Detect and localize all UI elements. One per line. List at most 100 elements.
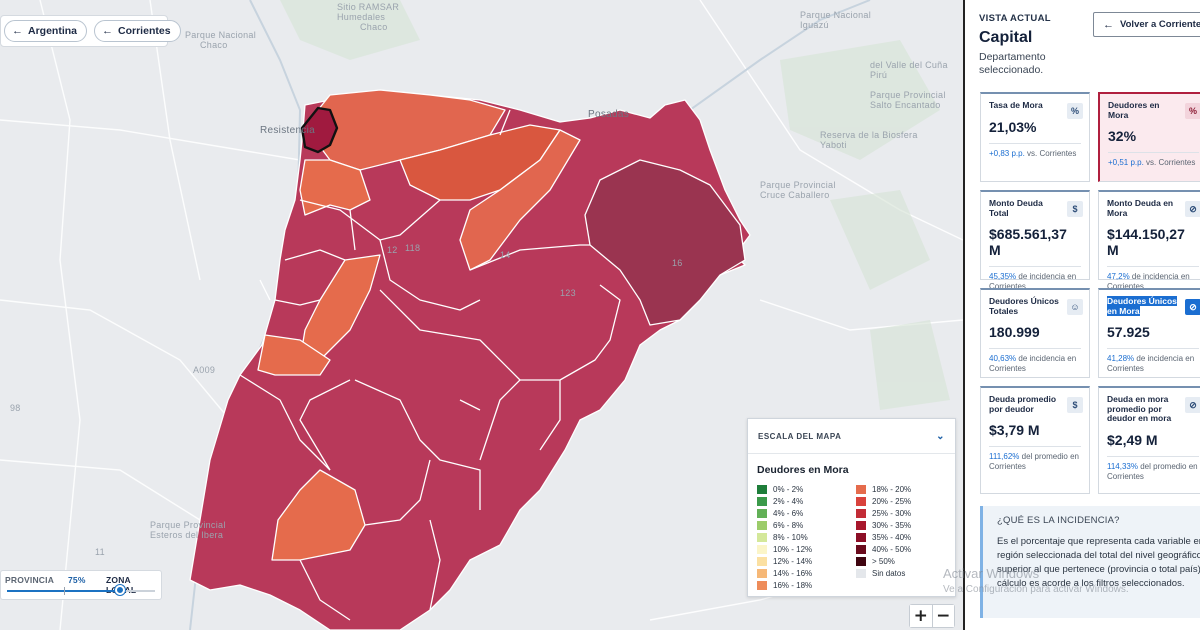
legend-item: 18% - 20% bbox=[856, 483, 955, 495]
metric-value: $3,79 M bbox=[989, 422, 1040, 438]
side-panel: VISTA ACTUAL Capital Departamento selecc… bbox=[963, 0, 1200, 630]
map-label: Salto Encantado bbox=[870, 100, 941, 110]
map-label: Parque Nacional bbox=[185, 30, 257, 40]
map-label: Parque Provincial bbox=[870, 90, 946, 100]
legend-label: Sin datos bbox=[872, 568, 906, 578]
incidence-info-box: ¿QUÉ ES LA INCIDENCIA? Es el porcentaje … bbox=[980, 506, 1200, 618]
legend-label: 0% - 2% bbox=[773, 484, 804, 494]
legend-label: 20% - 25% bbox=[872, 496, 912, 506]
metric-card[interactable]: Deudores Únicos en Mora ⊘ 57.925 41,28% de … bbox=[1098, 288, 1200, 378]
watermark-title: Activar Windows bbox=[943, 566, 1040, 581]
legend-item: 8% - 10% bbox=[757, 531, 856, 543]
map-label: Posadas bbox=[588, 109, 630, 120]
region-northeast-dark bbox=[584, 159, 746, 326]
metric-note: 114,33% del promedio en Corrientes bbox=[1107, 461, 1198, 481]
map-label: A009 bbox=[193, 365, 216, 375]
map-label: 98 bbox=[10, 403, 21, 413]
back-to-province-button[interactable]: ← Volver a Corrientes bbox=[1093, 12, 1200, 37]
slider-tick bbox=[64, 587, 65, 595]
legend-item: > 50% bbox=[856, 555, 955, 567]
zoom-out-button[interactable]: − bbox=[931, 605, 954, 627]
map-label: Iguazú bbox=[800, 20, 829, 30]
map-label: Chaco bbox=[360, 22, 388, 32]
metric-card[interactable]: Deudores en Mora% 32% +0,51 p.p. vs. Corri… bbox=[1098, 92, 1200, 182]
metric-title: Deuda promedio por deudor bbox=[989, 394, 1057, 414]
legend-item: 12% - 14% bbox=[757, 555, 856, 567]
map-label: Esteros del Ibera bbox=[150, 530, 224, 540]
map-area[interactable]: Sitio RAMSAR Humedales Chaco Parque Naci… bbox=[0, 0, 963, 630]
metric-title: Deudores Únicos Totales bbox=[989, 296, 1059, 316]
legend-swatch bbox=[757, 568, 767, 578]
legend-swatch bbox=[856, 544, 866, 554]
legend-label: 4% - 6% bbox=[773, 508, 804, 518]
metric-card[interactable]: Deuda promedio por deudor $ $3,79 M 111,62%… bbox=[980, 386, 1090, 494]
metric-card[interactable]: Tasa de Mora% 21,03% +0,83 p.p. vs. Corrie… bbox=[980, 92, 1090, 182]
map-label: Parque Nacional bbox=[800, 10, 872, 20]
metric-value: $2,49 M bbox=[1107, 431, 1158, 448]
map-label: Parque Provincial bbox=[760, 180, 836, 190]
legend-header[interactable]: ESCALA DEL MAPA ⌄ bbox=[748, 419, 955, 454]
map-label: 123 bbox=[560, 288, 576, 298]
arrow-left-icon: ← bbox=[1103, 18, 1114, 31]
legend-swatch bbox=[757, 580, 767, 590]
map-label: 16 bbox=[672, 258, 683, 268]
legend-swatch bbox=[856, 556, 866, 566]
metric-value: 21,03% bbox=[989, 118, 1037, 135]
metric-card[interactable]: Monto Deuda Total $ $685.561,37 M 45,35% de… bbox=[980, 190, 1090, 291]
zoom-in-button[interactable]: + bbox=[910, 605, 932, 627]
arrow-left-icon: ← bbox=[12, 25, 23, 37]
current-view-label: VISTA ACTUAL bbox=[979, 13, 1051, 24]
metric-icon: % bbox=[1067, 103, 1083, 119]
legend-label: 10% - 12% bbox=[773, 544, 813, 554]
legend-swatch bbox=[856, 496, 866, 506]
legend-swatch bbox=[856, 508, 866, 518]
legend-swatch bbox=[856, 532, 866, 542]
metric-card[interactable]: Monto Deuda en Mora ⊘ $144.150,27 M 47,2% d… bbox=[1098, 190, 1200, 291]
legend-label: 8% - 10% bbox=[773, 532, 808, 542]
metric-card[interactable]: Deuda en mora promedio por deudor en mor… bbox=[1098, 386, 1200, 494]
map-label: Chaco bbox=[200, 40, 228, 50]
legend-item: 0% - 2% bbox=[757, 483, 856, 495]
slider-fill bbox=[7, 590, 120, 592]
metric-title: Tasa de Mora bbox=[989, 100, 1043, 110]
metric-value: $685.561,37 M bbox=[989, 226, 1067, 258]
divider bbox=[1108, 152, 1199, 153]
metric-title: Monto Deuda en Mora bbox=[1107, 198, 1174, 218]
legend-label: 18% - 20% bbox=[872, 484, 912, 494]
region-capital-selected bbox=[300, 106, 339, 154]
region-north-orange-3 bbox=[459, 129, 581, 271]
breadcrumb-corrientes-button[interactable]: ← Corrientes bbox=[94, 20, 181, 42]
slider-right-label: ZONA LOCAL bbox=[106, 575, 136, 595]
slider-handle[interactable] bbox=[114, 585, 125, 595]
metric-icon: ⊘ bbox=[1185, 397, 1200, 413]
breadcrumb: ← Argentina ← Corrientes bbox=[0, 15, 181, 47]
zoom-level-slider[interactable]: PROVINCIA 75% ZONA LOCAL bbox=[0, 570, 162, 600]
map-label: 11 bbox=[95, 547, 105, 557]
legend-swatch bbox=[757, 484, 767, 494]
legend-item: 25% - 30% bbox=[856, 507, 955, 519]
metric-card[interactable]: Deudores Únicos Totales ☺ 180.999 40,63% de… bbox=[980, 288, 1090, 378]
metric-note: +0,51 p.p. vs. Corrientes bbox=[1108, 158, 1196, 167]
map-label: Parque Provincial bbox=[150, 520, 226, 530]
divider bbox=[989, 348, 1081, 349]
legend-swatch bbox=[757, 496, 767, 506]
legend-item: Sin datos bbox=[856, 567, 955, 579]
map-canvas[interactable] bbox=[0, 0, 963, 630]
map-label: Sitio RAMSAR bbox=[337, 2, 400, 12]
legend-label: 25% - 30% bbox=[872, 508, 912, 518]
map-label: del Valle del Cuña Pirú bbox=[870, 60, 948, 80]
map-label: Humedales bbox=[337, 12, 386, 22]
legend-column-right: 18% - 20% 20% - 25% 25% - 30% 30% - 35% 35% … bbox=[856, 483, 955, 591]
breadcrumb-argentina-button[interactable]: ← Argentina bbox=[4, 20, 88, 42]
legend-item: 2% - 4% bbox=[757, 495, 856, 507]
metric-value: 57.925 bbox=[1107, 324, 1150, 340]
legend-item: 20% - 25% bbox=[856, 495, 955, 507]
metric-title: Deuda en mora promedio por deudor en mor… bbox=[1107, 394, 1172, 423]
metric-title: Deudores Únicos en Mora bbox=[1107, 296, 1177, 316]
chevron-down-icon[interactable]: ⌄ bbox=[936, 430, 945, 442]
place-title: Capital bbox=[979, 29, 1033, 46]
legend-label: 16% - 18% bbox=[773, 580, 813, 590]
legend-item: 16% - 18% bbox=[757, 579, 856, 591]
legend-label: 14% - 16% bbox=[773, 568, 813, 578]
legend-label: 35% - 40% bbox=[872, 532, 912, 542]
